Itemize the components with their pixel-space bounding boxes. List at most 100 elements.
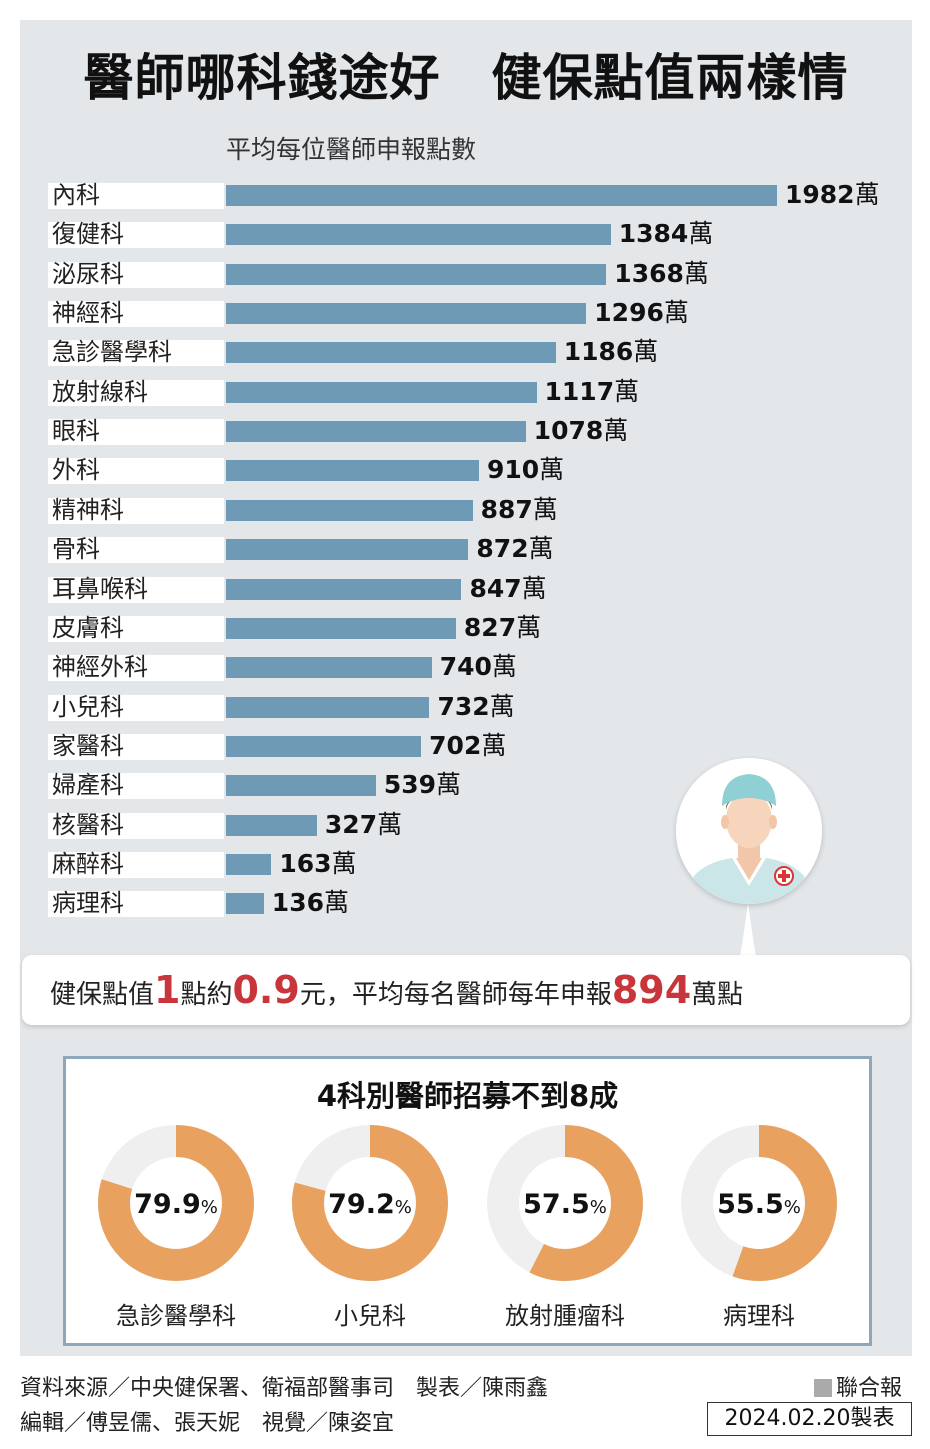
value-label: 740萬 (440, 652, 517, 682)
value-unit: 萬 (436, 770, 462, 799)
donut-slice (681, 1125, 837, 1281)
footer-credits: 編輯／傅昱儒、張天妮 視覺／陳姿宜 (20, 1411, 395, 1436)
category-background (48, 222, 224, 248)
note-text: 健保點值1點約0.9元，平均每名醫師每年申報894萬點 (50, 958, 743, 1022)
donut-category-label: 急診醫學科 (116, 1302, 236, 1330)
bar (226, 579, 462, 600)
donut-category-label: 小兒科 (334, 1302, 406, 1330)
donut-percent-label: 79.2% (328, 1189, 412, 1220)
category-background (48, 498, 224, 524)
value-number: 327 (324, 810, 378, 839)
donut-percent-number: 57.5 (523, 1189, 590, 1220)
value-unit: 萬 (528, 534, 554, 563)
note-highlight-1: 1 (154, 968, 181, 1012)
donut-percent-number: 79.2 (328, 1189, 395, 1220)
value-number: 1384 (618, 219, 689, 248)
donut-percent-unit: % (201, 1197, 218, 1218)
category-background (48, 183, 224, 209)
donut-svg: 79.2% (292, 1125, 448, 1281)
value-unit: 萬 (633, 337, 659, 366)
category-label: 核醫科 (52, 811, 124, 839)
category-background (48, 773, 224, 799)
category-label: 內科 (52, 181, 100, 209)
donut-svg: 79.9% (98, 1125, 254, 1281)
date-stamp: 2024.02.20製表 (707, 1402, 912, 1436)
value-unit: 萬 (331, 849, 357, 878)
bar (226, 185, 777, 206)
bar (226, 342, 556, 363)
note-text-2: 點約 (180, 980, 233, 1010)
category-label: 外科 (52, 456, 100, 484)
value-unit: 萬 (323, 888, 349, 917)
category-background (48, 262, 224, 288)
value-number: 1296 (594, 298, 664, 327)
note-box (22, 955, 910, 1025)
category-background (48, 577, 224, 603)
value-unit: 萬 (481, 731, 507, 760)
value-unit: 萬 (377, 810, 403, 839)
donut-chart: 55.5% (674, 1118, 844, 1292)
category-label: 病理科 (52, 889, 124, 917)
category-background (48, 852, 224, 878)
bar (226, 421, 526, 442)
value-number: 910 (486, 455, 540, 484)
value-unit: 萬 (516, 613, 542, 642)
value-number: 740 (439, 652, 492, 681)
category-label: 神經科 (52, 299, 124, 327)
category-background (48, 419, 224, 445)
value-unit: 萬 (491, 652, 517, 681)
value-unit: 萬 (603, 416, 629, 445)
donut-svg: 55.5% (681, 1125, 837, 1281)
bar (226, 736, 422, 757)
callout-pointer (740, 904, 756, 958)
value-number: 732 (437, 692, 490, 721)
value-label: 910萬 (487, 455, 564, 485)
value-number: 1186 (563, 337, 634, 366)
bar (226, 697, 430, 718)
bar (226, 382, 537, 403)
value-number: 827 (463, 613, 517, 642)
category-label: 耳鼻喉科 (52, 575, 148, 603)
value-number: 847 (469, 574, 522, 603)
category-background (48, 655, 224, 681)
donut-percent-unit: % (784, 1197, 801, 1218)
value-number: 136 (271, 888, 324, 917)
bar (226, 303, 587, 324)
category-background (48, 301, 224, 327)
value-number: 702 (429, 731, 482, 760)
donut-percent-unit: % (395, 1197, 412, 1218)
note-text-1: 健保點值 (50, 980, 155, 1010)
donut-section-title: 4科別醫師招募不到8成 (316, 1079, 619, 1113)
value-label: 1117萬 (545, 377, 640, 407)
bar (226, 224, 611, 245)
bar (226, 264, 607, 285)
value-label: 136萬 (272, 888, 349, 918)
category-label: 復健科 (52, 220, 124, 248)
category-label: 急診醫學科 (52, 338, 172, 366)
value-label: 847萬 (469, 574, 546, 604)
category-label: 泌尿科 (52, 260, 124, 288)
donut-percent-label: 57.5% (523, 1189, 607, 1220)
donut-slice (98, 1125, 254, 1281)
category-background (48, 537, 224, 563)
category-background (48, 695, 224, 721)
value-label: 1384萬 (619, 219, 714, 249)
value-unit: 萬 (489, 692, 515, 721)
value-unit: 萬 (663, 298, 689, 327)
donut-percent-number: 79.9 (134, 1189, 201, 1220)
value-number: 539 (383, 770, 437, 799)
value-label: 702萬 (429, 731, 506, 761)
value-label: 163萬 (279, 849, 356, 879)
donut-slice (487, 1125, 643, 1281)
value-number: 163 (279, 849, 332, 878)
donut-percent-number: 55.5 (717, 1189, 784, 1220)
value-number: 1368 (614, 259, 684, 288)
value-unit: 萬 (854, 180, 880, 209)
value-number: 872 (476, 534, 529, 563)
donut-category-label: 放射腫瘤科 (505, 1302, 625, 1330)
value-number: 887 (480, 495, 533, 524)
value-unit: 萬 (539, 455, 565, 484)
bar (226, 657, 432, 678)
category-background (48, 734, 224, 760)
brand-name: 聯合報 (836, 1376, 903, 1401)
